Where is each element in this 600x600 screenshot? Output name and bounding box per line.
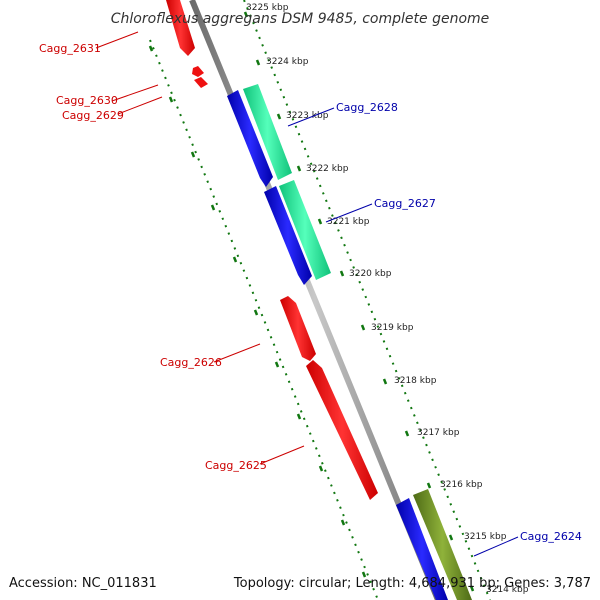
major-tick <box>382 378 388 385</box>
tick-label: 3223 kbp <box>286 111 329 121</box>
inner-tick <box>190 151 196 158</box>
topology-text: Topology: circular; Length: 4,684,931 bp… <box>233 576 591 591</box>
leader-line <box>111 84 159 102</box>
major-tick <box>317 218 323 225</box>
major-tick <box>469 585 475 592</box>
accession-text: Accession: NC_011831 <box>9 576 157 591</box>
gene-cagg-2626[interactable] <box>280 296 316 361</box>
cog-box-cagg-2624 <box>413 489 472 600</box>
gene-label-cagg-2630[interactable]: Cagg_2630 <box>56 94 118 107</box>
tick-label: 3216 kbp <box>440 480 483 490</box>
major-tick <box>243 11 249 18</box>
gene-cagg-2624[interactable] <box>396 498 448 600</box>
leader-line <box>287 107 335 127</box>
tick-label: 3225 kbp <box>246 3 289 13</box>
inner-tick <box>274 361 280 368</box>
major-tick <box>448 534 454 541</box>
tick-label: 3220 kbp <box>349 269 392 279</box>
inner-tick <box>168 96 174 103</box>
gene-label-cagg-2631[interactable]: Cagg_2631 <box>39 42 101 55</box>
inner-major-ticks <box>148 45 367 578</box>
gene-label-cagg-2629[interactable]: Cagg_2629 <box>62 109 124 122</box>
tick-label: 3215 kbp <box>464 532 507 542</box>
leader-line <box>95 31 139 49</box>
leader-line <box>117 96 163 115</box>
gene-cagg-2627[interactable] <box>264 186 312 285</box>
major-tick <box>426 482 432 489</box>
map-title: Chloroflexus aggregans DSM 9485, complet… <box>111 11 490 27</box>
tick-label: 3224 kbp <box>266 57 309 67</box>
gene-label-cagg-2626[interactable]: Cagg_2626 <box>160 356 222 369</box>
tick-label: 3214 kbp <box>486 585 529 595</box>
leader-line <box>325 203 373 223</box>
tick-label: 3219 kbp <box>371 323 414 333</box>
gene-label-cagg-2627[interactable]: Cagg_2627 <box>374 197 436 210</box>
leader-line <box>213 343 261 363</box>
tick-label: 3218 kbp <box>394 376 437 386</box>
major-tick <box>296 165 302 172</box>
tick-label: 3221 kbp <box>327 217 370 227</box>
gene-label-cagg-2625[interactable]: Cagg_2625 <box>205 459 267 472</box>
major-tick <box>360 324 366 331</box>
inner-tick <box>210 204 216 211</box>
inner-tick <box>361 571 367 578</box>
leader-lines <box>95 31 519 557</box>
gene-cagg-2629[interactable] <box>194 77 208 88</box>
gene-cagg-2631[interactable] <box>166 0 195 56</box>
gene-cagg-2628[interactable] <box>227 90 273 187</box>
gene-cagg-2630[interactable] <box>192 66 204 77</box>
tick-label: 3217 kbp <box>417 428 460 438</box>
tick-label: 3222 kbp <box>306 164 349 174</box>
major-tick <box>255 59 261 66</box>
inner-tick <box>253 309 259 316</box>
leader-line <box>473 536 519 557</box>
leader-line <box>259 445 305 465</box>
inner-tick <box>232 256 238 263</box>
inner-tick <box>296 413 302 420</box>
cog-box-cagg-2628 <box>243 84 292 180</box>
cog-box-cagg-2627 <box>279 180 331 280</box>
inner-tick <box>318 465 324 472</box>
major-tick <box>276 113 282 120</box>
major-tick <box>339 270 345 277</box>
gene-label-cagg-2628[interactable]: Cagg_2628 <box>336 101 398 114</box>
major-tick-marks <box>243 11 475 592</box>
inner-tick <box>148 45 154 52</box>
inner-tick <box>340 519 346 526</box>
gene-label-cagg-2624[interactable]: Cagg_2624 <box>520 530 582 543</box>
gene-cagg-2625[interactable] <box>306 360 378 500</box>
major-tick <box>404 430 410 437</box>
